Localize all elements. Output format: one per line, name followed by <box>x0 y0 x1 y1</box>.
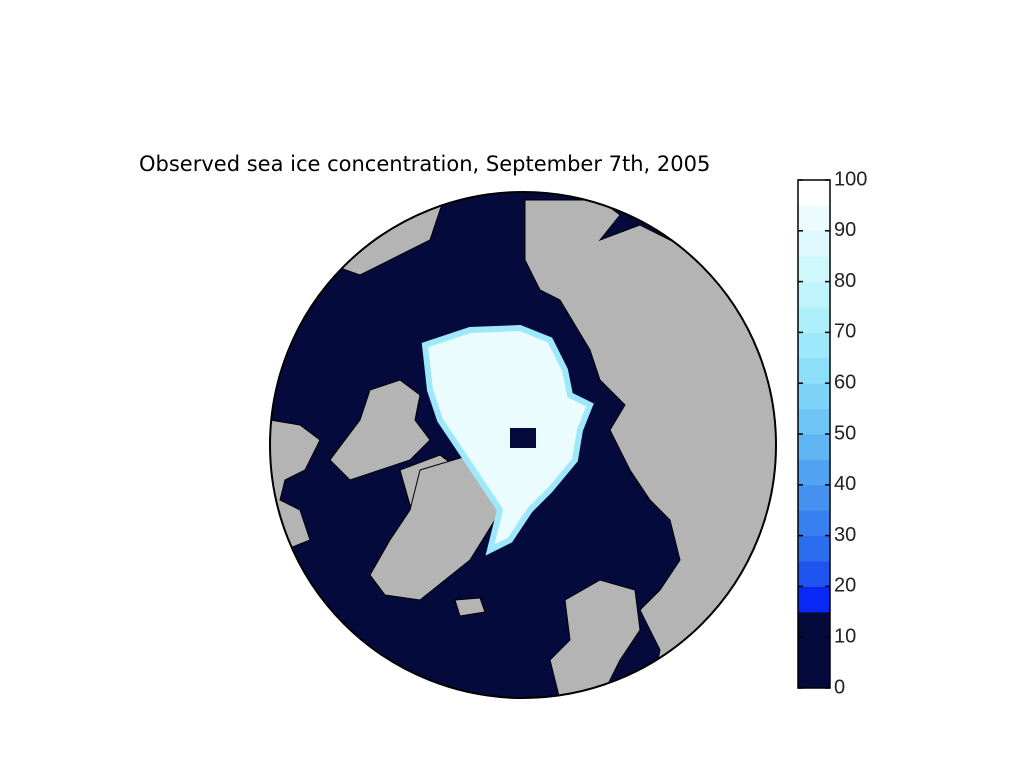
tick-label: 80 <box>834 270 856 292</box>
colorbar-step <box>798 637 830 664</box>
tick-label: 20 <box>834 575 856 597</box>
colorbar-step <box>798 281 830 308</box>
colorbar-step <box>798 230 830 257</box>
colorbar-step <box>798 611 830 638</box>
tick-label: 100 <box>834 168 867 190</box>
colorbar-step <box>798 484 830 511</box>
colorbar-step <box>798 357 830 384</box>
canadian-archipelago <box>329 379 431 481</box>
scandinavia <box>549 579 641 698</box>
colorbar: 0 10 20 30 40 50 60 70 80 90 100 <box>797 168 867 698</box>
colorbar-step <box>798 332 830 359</box>
tick-label: 30 <box>834 524 856 546</box>
sea-ice <box>421 324 594 556</box>
colorbar-step <box>798 383 830 410</box>
iceland <box>454 597 486 617</box>
tick-label: 50 <box>834 422 856 444</box>
tick-label: 0 <box>834 676 845 698</box>
colorbar-step <box>798 434 830 460</box>
eurasia-north <box>524 199 776 698</box>
tick-label: 40 <box>834 473 856 495</box>
colorbar-step <box>798 408 830 435</box>
colorbar-step <box>798 561 830 587</box>
colorbar-step <box>798 180 830 206</box>
tick-label: 60 <box>834 371 856 393</box>
colorbar-step <box>798 205 830 232</box>
colorbar-step <box>798 459 830 486</box>
colorbar-step <box>798 307 830 333</box>
colorbar-step <box>798 586 830 613</box>
map-title: Observed sea ice concentration, Septembe… <box>139 152 710 176</box>
tick-label: 10 <box>834 625 856 647</box>
tick-label: 70 <box>834 321 856 343</box>
colorbar-step <box>798 535 830 562</box>
colorbar-step <box>798 510 830 537</box>
polar-map <box>270 192 776 698</box>
colorbar-step <box>798 662 830 689</box>
colorbar-step <box>798 256 830 283</box>
pole-hole <box>510 428 536 448</box>
map-border <box>269 191 777 699</box>
tick-label: 90 <box>834 219 856 241</box>
